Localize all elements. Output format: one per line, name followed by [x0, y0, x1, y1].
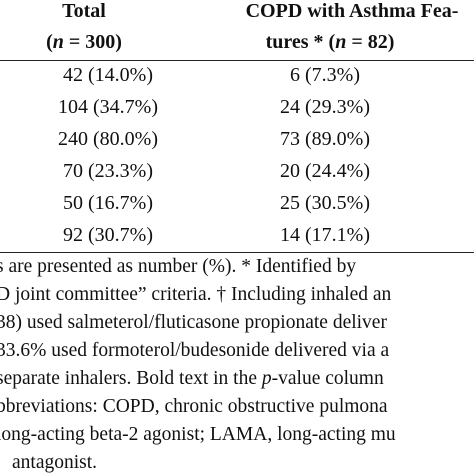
footnote-line: bbreviations: COPD, chronic obstructive …	[0, 396, 470, 418]
text: n	[335, 31, 347, 53]
footnote-line: separate inhalers. Bold text in the p-va…	[0, 368, 470, 390]
text: separate inhalers. Bold text in the	[0, 368, 262, 389]
text: antagonist.	[12, 452, 98, 473]
header-cell: Total	[62, 0, 106, 22]
text: long-acting beta-2 agonist; LAMA, long-a…	[0, 424, 396, 445]
text: 38) used salmeterol/fluticasone propiona…	[0, 312, 387, 333]
cell: 24 (29.3%)	[280, 96, 370, 118]
header-cell: tures * (n = 82)	[266, 31, 395, 54]
rule	[0, 252, 474, 253]
footnote-line: s are presented as number (%). * Identif…	[0, 256, 470, 278]
cell: 92 (30.7%)	[63, 224, 153, 246]
text: D joint committee” criteria. † Including…	[0, 284, 392, 305]
cell: 240 (80.0%)	[58, 128, 158, 150]
text: (	[46, 31, 53, 53]
cell: 70 (23.3%)	[63, 160, 153, 182]
footnote-line: antagonist.	[12, 452, 474, 474]
footnote-line: D joint committee” criteria. † Including…	[0, 284, 470, 306]
header-cell: COPD with Asthma Fea-	[245, 0, 459, 22]
text: bbreviations: COPD, chronic obstructive …	[0, 396, 388, 417]
header-cell: (n = 300)	[46, 31, 122, 54]
cell: 25 (30.5%)	[280, 192, 370, 214]
cell: 104 (34.7%)	[58, 96, 158, 118]
text: = 300)	[63, 31, 122, 53]
cell: 6 (7.3%)	[290, 64, 360, 86]
rule	[0, 60, 474, 61]
footnote-line: long-acting beta-2 agonist; LAMA, long-a…	[0, 424, 470, 446]
cell: 73 (89.0%)	[280, 128, 370, 150]
text: 33.6% used formoterol/budesonide deliver…	[0, 340, 390, 361]
text: n	[52, 31, 64, 53]
cell: 50 (16.7%)	[63, 192, 153, 214]
cell: 42 (14.0%)	[63, 64, 153, 86]
cell: 14 (17.1%)	[280, 224, 370, 246]
footnote-line: 38) used salmeterol/fluticasone propiona…	[0, 312, 470, 334]
text: p	[261, 368, 272, 389]
text: s are presented as number (%). * Identif…	[0, 256, 357, 277]
cell: 20 (24.4%)	[280, 160, 370, 182]
text: -value column	[271, 368, 384, 389]
text: tures * (	[265, 31, 336, 53]
footnote-line: 33.6% used formoterol/budesonide deliver…	[0, 340, 470, 362]
text: = 82)	[346, 31, 395, 53]
